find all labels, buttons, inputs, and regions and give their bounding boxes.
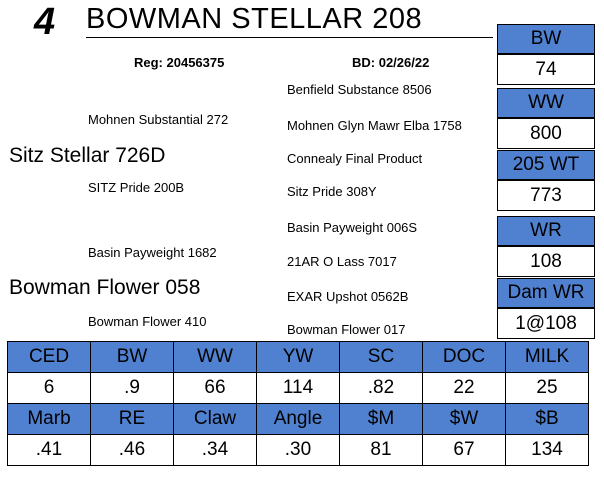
epd-value-row: .41 .46 .34 .30 81 67 134 xyxy=(7,434,589,466)
epd-value-sc: .82 xyxy=(339,372,423,404)
epd-header-row: CED BW WW YW SC DOC MILK xyxy=(7,341,589,373)
epd-value-ww: 66 xyxy=(173,372,257,404)
stat-label-205wt: 205 WT xyxy=(497,150,595,180)
epd-value-angle: .30 xyxy=(256,434,340,466)
epd-header-re: RE xyxy=(90,403,174,435)
birth-date: BD: 02/26/22 xyxy=(352,55,430,70)
registration-number: Reg: 20456375 xyxy=(134,55,225,70)
stat-label-bw: BW xyxy=(497,24,595,54)
epd-header-dollar-w: $W xyxy=(422,403,506,435)
pedigree-dam-sire-dam: 21AR O Lass 7017 xyxy=(287,254,397,269)
animal-name: BOWMAN STELLAR 208 xyxy=(86,3,423,35)
epd-value-milk: 25 xyxy=(505,372,589,404)
pedigree-sire-dam-dam: Sitz Pride 308Y xyxy=(287,184,377,199)
pedigree-dam-dam-sire: EXAR Upshot 0562B xyxy=(287,289,409,304)
epd-header-sc: SC xyxy=(339,341,423,373)
epd-value-dollar-w: 67 xyxy=(422,434,506,466)
epd-value-claw: .34 xyxy=(173,434,257,466)
stat-value-bw: 74 xyxy=(497,54,595,85)
lot-number: 4 xyxy=(34,1,56,43)
epd-value-dollar-m: 81 xyxy=(339,434,423,466)
epd-header-doc: DOC xyxy=(422,341,506,373)
stat-value-wr: 108 xyxy=(497,246,595,277)
epd-value-marb: .41 xyxy=(7,434,91,466)
pedigree-sire: Sitz Stellar 726D xyxy=(9,144,166,167)
stat-label-dam-wr: Dam WR xyxy=(497,278,595,308)
pedigree-dam-dam-dam: Bowman Flower 017 xyxy=(287,322,406,337)
epd-value-yw: 114 xyxy=(256,372,340,404)
epd-header-dollar-m: $M xyxy=(339,403,423,435)
pedigree-sire-dam-sire: Connealy Final Product xyxy=(287,151,423,166)
epd-header-yw: YW xyxy=(256,341,340,373)
pedigree-sire-dam: SITZ Pride 200B xyxy=(88,180,185,195)
epd-header-marb: Marb xyxy=(7,403,91,435)
pedigree-dam-sire: Basin Payweight 1682 xyxy=(88,245,217,260)
epd-header-ww: WW xyxy=(173,341,257,373)
pedigree-sire-sire: Mohnen Substantial 272 xyxy=(88,112,229,127)
stat-label-ww: WW xyxy=(497,88,595,118)
epd-value-dollar-b: 134 xyxy=(505,434,589,466)
epd-value-row: 6 .9 66 114 .82 22 25 xyxy=(7,372,589,404)
stat-value-dam-wr: 1@108 xyxy=(497,308,595,339)
pedigree-dam-sire-sire: Basin Payweight 006S xyxy=(287,220,418,235)
epd-header-angle: Angle xyxy=(256,403,340,435)
epd-header-ced: CED xyxy=(7,341,91,373)
pedigree-dam: Bowman Flower 058 xyxy=(9,276,201,299)
epd-value-bw: .9 xyxy=(90,372,174,404)
stat-label-wr: WR xyxy=(497,216,595,246)
epd-header-claw: Claw xyxy=(173,403,257,435)
stat-value-ww: 800 xyxy=(497,118,595,149)
epd-header-milk: MILK xyxy=(505,341,589,373)
pedigree-sire-sire-dam: Mohnen Glyn Mawr Elba 1758 xyxy=(287,118,462,133)
epd-header-row: Marb RE Claw Angle $M $W $B xyxy=(7,403,589,435)
epd-value-re: .46 xyxy=(90,434,174,466)
epd-header-bw: BW xyxy=(90,341,174,373)
epd-table: CED BW WW YW SC DOC MILK 6 .9 66 114 .82… xyxy=(7,341,589,466)
pedigree-sire-sire-sire: Benfield Substance 8506 xyxy=(287,82,432,97)
epd-header-dollar-b: $B xyxy=(505,403,589,435)
epd-value-ced: 6 xyxy=(7,372,91,404)
stat-value-205wt: 773 xyxy=(497,180,595,211)
title-divider xyxy=(86,37,493,38)
pedigree-dam-dam: Bowman Flower 410 xyxy=(88,314,207,329)
epd-value-doc: 22 xyxy=(422,372,506,404)
